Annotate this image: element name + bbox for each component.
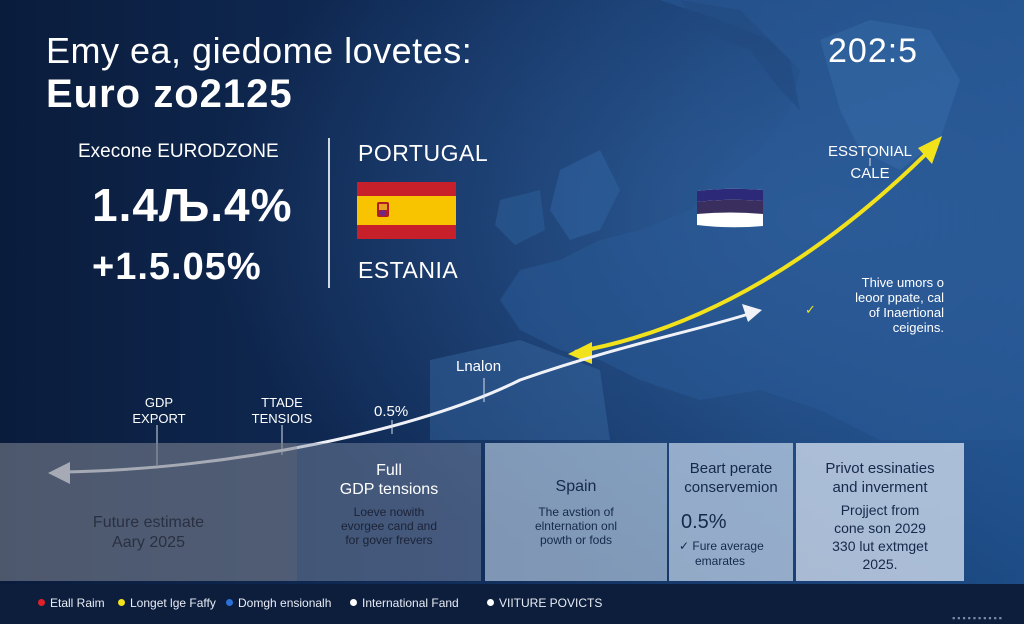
panel-2-body-3: for gover frevers — [345, 533, 433, 547]
panel-5-body-2: cone son 2029 — [834, 520, 926, 536]
panel-4-title-2: conservemion — [684, 479, 778, 496]
percent-label: 0.5% — [374, 403, 409, 420]
panel-future-estimate: Future estimate Aary 2025 — [0, 443, 297, 581]
title-line-2: Euro zo2125 — [46, 72, 293, 116]
legend-dot-red — [38, 599, 45, 606]
city-label: Lnalon — [456, 358, 502, 375]
legend-item-2: Longet lge Faffy — [118, 596, 216, 610]
panel-conservation: Beart perate conservemion 0.5% ✓ Fure av… — [669, 443, 793, 581]
panel-4-percent: 0.5% — [681, 511, 727, 533]
estonial-label: ESSTONIAL CALE — [822, 141, 918, 185]
panel-5-title-2: and inverment — [832, 479, 928, 496]
panel-5-body-4: 2025. — [862, 556, 898, 572]
eurozone-label: Execone EURODZONE — [78, 141, 279, 162]
map-note-line-2: leoor ppate, cal — [855, 290, 944, 305]
legend-dot-yellow — [118, 599, 125, 606]
panel-spain: Spain The avstion of elnternation onl po… — [485, 443, 667, 581]
legend-item-3: Domgh ensionalh — [226, 596, 331, 610]
panel-2-title-2: GDP tensions — [339, 481, 439, 498]
panel-2-body-2: evorgee cand and — [340, 519, 438, 533]
panel-3-body-1: The avstion of — [538, 505, 614, 519]
trade-line-2: TENSIOIS — [251, 411, 313, 426]
panel-1-line-2: Aary 2025 — [112, 534, 185, 551]
year-label: 202:5 — [828, 32, 919, 70]
panel-3-body-3: powth or fods — [539, 533, 613, 547]
vertical-divider — [328, 138, 330, 288]
map-note-line-1: Thive umors o — [861, 275, 944, 290]
spain-flag-icon — [357, 182, 456, 239]
panel-1-line-1: Future estimate — [92, 514, 205, 531]
estonial-line-1: ESSTONIAL — [828, 143, 912, 160]
legend-dot-blue — [226, 599, 233, 606]
panel-4-check-icon: ✓ — [679, 539, 693, 553]
panel-4-check-line-2: emarates — [695, 554, 746, 568]
legend-item-3-label: Domgh ensionalh — [238, 596, 332, 610]
legend-item-4-label: International Fand — [362, 596, 459, 610]
portugal-label: PORTUGAL — [358, 140, 489, 166]
panel-3-title: Spain — [555, 478, 597, 495]
panel-3-body-2: elnternation onl — [534, 519, 618, 533]
estania-label: ESTANIA — [358, 257, 459, 283]
legend-dot-white-2 — [487, 599, 494, 606]
panel-5-body-1: Projject from — [840, 502, 920, 518]
gdp-export-label: GDP EXPORT — [123, 395, 195, 427]
panel-2-title-1: Full — [376, 462, 402, 479]
footer-marks: ▪▪▪▪▪▪▪▪▪▪ — [952, 613, 1004, 623]
gdp-export-line-1: GDP — [144, 395, 174, 410]
check-icon: ✓ — [805, 302, 816, 317]
trade-tensions-label: TTADE TENSIOIS — [246, 395, 318, 427]
legend-item-5-label: VIITURE POVICTS — [499, 596, 603, 610]
gdp-export-line-2: EXPORT — [132, 411, 186, 426]
panel-4-check-line-1: Fure average — [692, 539, 764, 553]
panel-private-estimates: Privot essinaties and inverment Projject… — [796, 443, 964, 581]
legend-item-1: Etall Raim — [38, 596, 105, 610]
stat-value-2: +1.5.05% — [92, 246, 262, 288]
map-note: Thive umors o leoor ppate, cal of Inaert… — [824, 275, 944, 335]
estonial-line-2: CALE — [850, 165, 890, 182]
panel-4-title-1: Beart perate — [689, 460, 773, 477]
map-note-line-3: of Inaertional — [868, 305, 944, 320]
legend-item-5: VIITURE POVICTS — [487, 596, 602, 610]
stat-value-1: 1.4Љ.4% — [92, 179, 293, 231]
legend-item-4: International Fand — [350, 596, 459, 610]
title-line-1: Emy ea, giedome lovetes: — [46, 30, 473, 71]
legend-dot-white — [350, 599, 357, 606]
panel-5-title-1: Privot essinaties — [825, 460, 935, 477]
panel-gdp-tensions: Full GDP tensions Loeve nowith evorgee c… — [297, 443, 481, 581]
legend-item-1-label: Etall Raim — [50, 596, 105, 610]
estonia-flag-icon — [697, 188, 763, 228]
legend-bar — [0, 584, 1024, 624]
panel-2-body-1: Loeve nowith — [353, 505, 425, 519]
legend-item-2-label: Longet lge Faffy — [130, 596, 216, 610]
map-note-line-4: ceigeins. — [892, 320, 944, 335]
panel-5-body-3: 330 lut extmget — [832, 538, 928, 554]
trade-line-1: TTADE — [261, 395, 303, 410]
